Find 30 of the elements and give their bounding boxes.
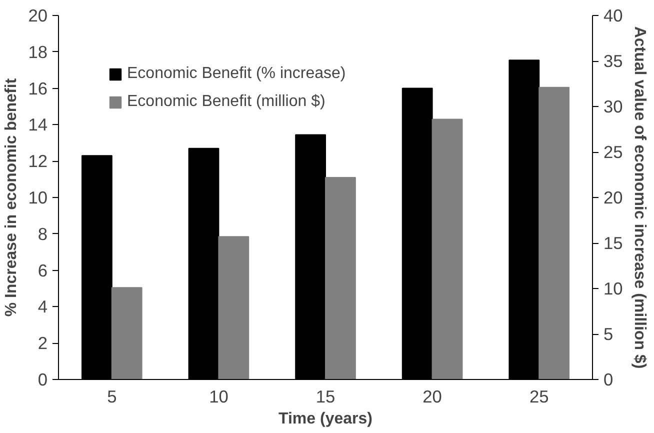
y-tick-label: 18 — [28, 42, 48, 62]
x-tick-label: 10 — [209, 386, 228, 406]
y-tick-label: 0 — [38, 370, 48, 390]
y2-tick-label: 40 — [604, 6, 623, 26]
legend-label: Economic Benefit (million $) — [127, 93, 326, 111]
y2-tick-label: 35 — [604, 51, 623, 71]
y-tick-label: 6 — [38, 260, 48, 280]
y-tick-label: 16 — [28, 78, 48, 98]
x-tick-label: 20 — [422, 386, 442, 406]
legend-label: Economic Benefit (% increase) — [127, 65, 346, 83]
x-tick-label: 5 — [107, 386, 117, 406]
y-tick-label: 4 — [38, 296, 48, 317]
y-axis-title: % Increase in economic benefit — [3, 78, 20, 317]
y2-tick-label: 25 — [604, 142, 623, 162]
y-tick-label: 8 — [38, 224, 48, 244]
x-axis-title: Time (years) — [278, 410, 372, 428]
y-tick-label: 10 — [28, 188, 48, 208]
y2-tick-label: 15 — [604, 233, 623, 253]
y-tick-label: 14 — [28, 114, 48, 135]
y2-tick-label: 30 — [604, 96, 623, 116]
x-tick-label: 25 — [529, 386, 549, 406]
y2-tick-label: 0 — [604, 370, 614, 390]
y2-tick-label: 10 — [604, 278, 623, 298]
y2-tick-label: 5 — [604, 324, 614, 344]
y2-axis-title: Actual value of economic increase (million $) — [630, 26, 648, 369]
x-tick-label: 15 — [316, 386, 336, 406]
y-tick-label: 12 — [28, 151, 48, 172]
y2-tick-label: 20 — [604, 188, 623, 208]
y-tick-label: 20 — [28, 6, 48, 26]
y-tick-label: 2 — [38, 333, 48, 354]
